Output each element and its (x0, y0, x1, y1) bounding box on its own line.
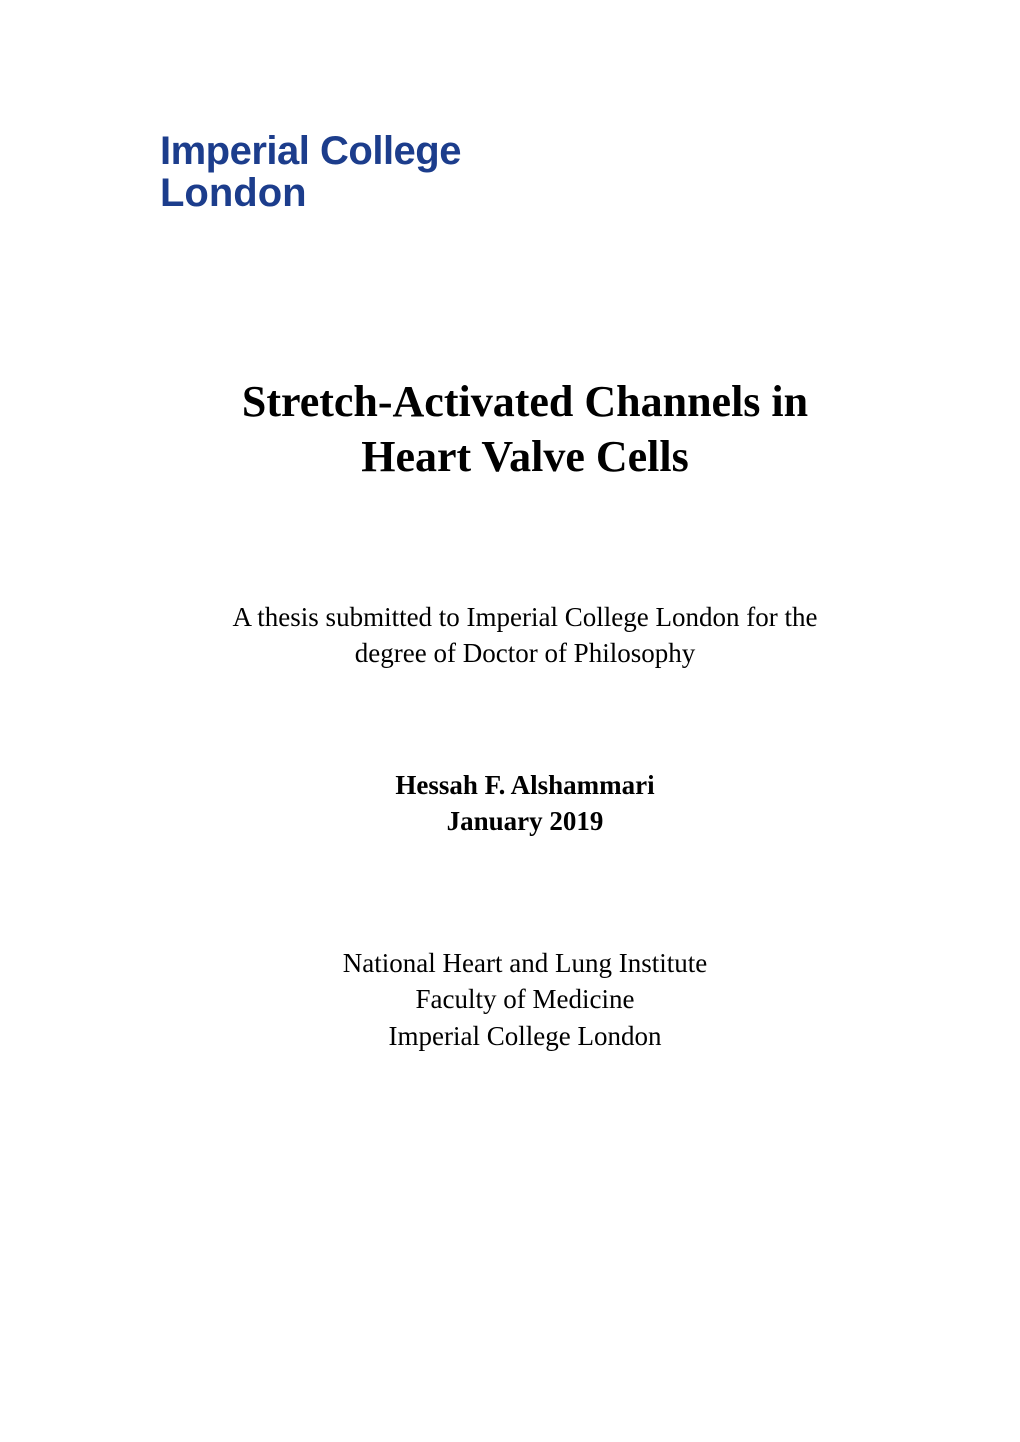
author-name: Hessah F. Alshammari (160, 767, 890, 803)
thesis-title: Stretch-Activated Channels in Heart Valv… (160, 374, 890, 484)
subtitle-line-1: A thesis submitted to Imperial College L… (160, 599, 890, 635)
thesis-title-page: Imperial College London Stretch-Activate… (0, 0, 1020, 1442)
affiliation-block: National Heart and Lung Institute Facult… (160, 945, 890, 1054)
affiliation-line-3: Imperial College London (160, 1018, 890, 1054)
logo-line-2: London (160, 172, 890, 214)
subtitle-line-2: degree of Doctor of Philosophy (160, 635, 890, 671)
thesis-subtitle: A thesis submitted to Imperial College L… (160, 599, 890, 672)
affiliation-line-1: National Heart and Lung Institute (160, 945, 890, 981)
logo-line-1: Imperial College (160, 130, 890, 172)
title-line-1: Stretch-Activated Channels in (160, 374, 890, 429)
institution-logo: Imperial College London (160, 130, 890, 214)
title-line-2: Heart Valve Cells (160, 429, 890, 484)
author-block: Hessah F. Alshammari January 2019 (160, 767, 890, 840)
affiliation-line-2: Faculty of Medicine (160, 981, 890, 1017)
author-date: January 2019 (160, 803, 890, 839)
